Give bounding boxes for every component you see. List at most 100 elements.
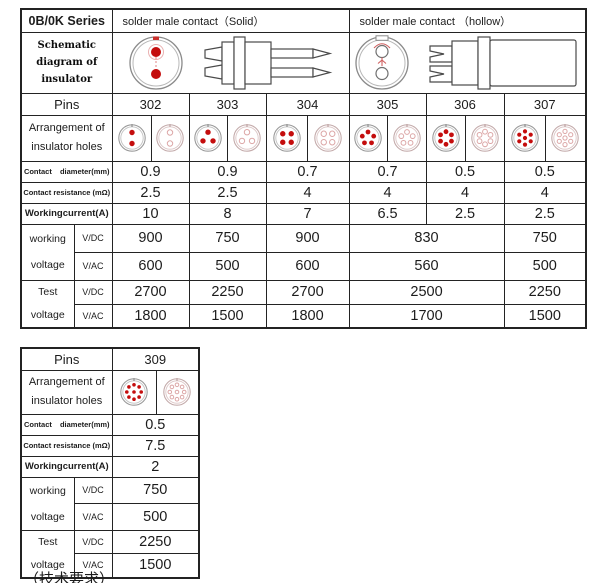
test-vdc-value: 2700 — [265, 279, 350, 305]
holes-309-solid-diagram — [111, 369, 157, 415]
test-vac-value: 1500 — [111, 553, 200, 578]
vac-label: V/AC — [73, 303, 113, 329]
hollow-front-view-diagram — [355, 34, 410, 90]
test-vdc-value: 2250 — [503, 279, 587, 305]
solid-side-view-diagram — [203, 35, 332, 90]
resistance-value: 4 — [348, 181, 427, 204]
test-vac-value: 1800 — [111, 303, 190, 329]
arrangement-row-label: Arrangement of insulator holes — [20, 114, 113, 162]
working-vdc-value: 900 — [265, 223, 350, 253]
test-vac-value: 1800 — [265, 303, 350, 329]
working-voltage-row-label: working voltage — [20, 476, 75, 531]
diameter-value: 0.5 — [503, 160, 587, 183]
resistance-value: 4 — [425, 181, 505, 204]
test-voltage-row-label: Test voltage — [20, 279, 75, 329]
resistance-value: 7.5 — [111, 434, 200, 457]
diameter-value: 0.5 — [111, 413, 200, 436]
resistance-value: 2.5 — [111, 181, 190, 204]
test-vdc-value: 2250 — [188, 279, 267, 305]
test-vac-value: 1500 — [503, 303, 587, 329]
working-voltage-row-label: working voltage — [20, 223, 75, 281]
arrangement-row-label: Arrangement of insulator holes — [20, 369, 113, 415]
resistance-row-label: Contact resistance (mΩ) — [20, 434, 113, 457]
current-value: 7 — [265, 202, 350, 225]
holes-304-hollow-diagram — [306, 114, 350, 162]
main-spec-table: 0B/0K Series solder male contact（Solid） … — [20, 8, 588, 329]
test-vdc-value: 2250 — [111, 529, 200, 555]
test-vac-value: 1700 — [348, 303, 505, 329]
working-vdc-value: 830 — [348, 223, 505, 253]
series-title: 0B/0K Series — [20, 8, 113, 33]
hollow-section-label: solder male contact （hollow） — [348, 8, 587, 33]
vac-label: V/AC — [73, 503, 113, 531]
solid-front-view-diagram — [128, 35, 183, 90]
resistance-value: 2.5 — [188, 181, 267, 204]
current-row-label: Workingcurrent(A) — [20, 455, 113, 478]
working-vdc-value: 750 — [111, 476, 200, 504]
current-value: 2 — [111, 455, 200, 478]
working-vac-value: 500 — [503, 251, 587, 281]
working-vac-value: 600 — [265, 251, 350, 281]
test-vdc-value: 2700 — [111, 279, 190, 305]
current-value: 10 — [111, 202, 190, 225]
working-vdc-value: 750 — [503, 223, 587, 253]
vac-label: V/AC — [73, 553, 113, 578]
holes-309-hollow-diagram — [155, 369, 200, 415]
hollow-side-view-diagram — [429, 35, 577, 90]
holes-303-hollow-diagram — [226, 114, 267, 162]
pin-header-303: 303 — [188, 92, 267, 116]
pin-header-307: 307 — [503, 92, 587, 116]
working-vac-value: 500 — [111, 503, 200, 531]
solid-schematic-cell — [111, 31, 350, 94]
test-vdc-value: 2500 — [348, 279, 505, 305]
holes-306-hollow-diagram — [464, 114, 505, 162]
working-vdc-value: 750 — [188, 223, 267, 253]
pin309-spec-table: Pins 309 Arrangement of insulator holes … — [20, 347, 201, 579]
working-vac-value: 560 — [348, 251, 505, 281]
cutoff-text: （技术要求） — [24, 571, 115, 583]
diameter-row-label: Contact diameter(mm) — [20, 413, 113, 436]
current-value: 2.5 — [503, 202, 587, 225]
holes-305-solid-diagram — [348, 114, 388, 162]
holes-305-hollow-diagram — [386, 114, 427, 162]
vdc-label: V/DC — [73, 529, 113, 555]
holes-304-solid-diagram — [265, 114, 308, 162]
diameter-value: 0.9 — [188, 160, 267, 183]
hollow-schematic-cell — [348, 31, 587, 94]
working-vac-value: 600 — [111, 251, 190, 281]
current-row-label: Workingcurrent(A) — [20, 202, 113, 225]
pin-header-302: 302 — [111, 92, 190, 116]
vdc-label: V/DC — [73, 223, 113, 253]
vdc-label: V/DC — [73, 279, 113, 305]
current-value: 6.5 — [348, 202, 427, 225]
test-voltage-row-label: Test voltage — [20, 529, 75, 578]
holes-303-solid-diagram — [188, 114, 228, 162]
pins-row-label: Pins — [20, 92, 113, 116]
diameter-value: 0.7 — [265, 160, 350, 183]
pins-row-label: Pins — [20, 347, 113, 371]
holes-307-hollow-diagram — [544, 114, 587, 162]
pin-header-309: 309 — [111, 347, 200, 371]
solid-section-label: solder male contact（Solid） — [111, 8, 350, 33]
resistance-value: 4 — [265, 181, 350, 204]
pin-header-306: 306 — [425, 92, 505, 116]
working-vac-value: 500 — [188, 251, 267, 281]
schematic-label: Schematic diagram of insulator — [20, 31, 113, 94]
test-vac-value: 1500 — [188, 303, 267, 329]
pin-header-304: 304 — [265, 92, 350, 116]
diameter-row-label: Contact diameter(mm) — [20, 160, 113, 183]
holes-302-hollow-diagram — [150, 114, 190, 162]
holes-307-solid-diagram — [503, 114, 546, 162]
vdc-label: V/DC — [73, 476, 113, 504]
holes-306-solid-diagram — [425, 114, 466, 162]
vac-label: V/AC — [73, 251, 113, 281]
resistance-value: 4 — [503, 181, 587, 204]
resistance-row-label: Contact resistance (mΩ) — [20, 181, 113, 204]
diameter-value: 0.9 — [111, 160, 190, 183]
pin-header-305: 305 — [348, 92, 427, 116]
working-vdc-value: 900 — [111, 223, 190, 253]
current-value: 2.5 — [425, 202, 505, 225]
diameter-value: 0.7 — [348, 160, 427, 183]
diameter-value: 0.5 — [425, 160, 505, 183]
